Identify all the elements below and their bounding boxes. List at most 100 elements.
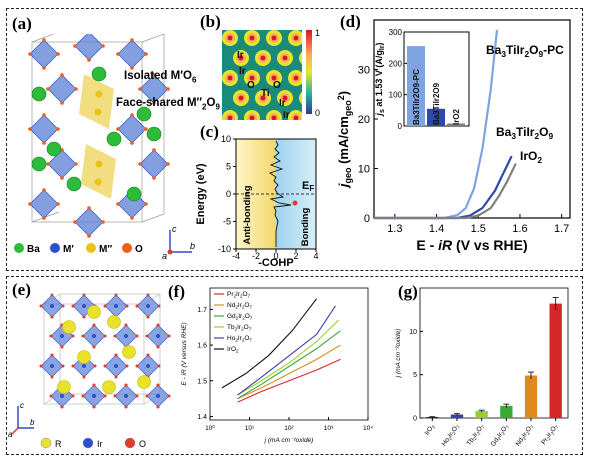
inset-ytick-label: 0 (398, 122, 403, 131)
cohp-ytick-label: -10 (218, 244, 231, 254)
axis-e-a: a (8, 430, 13, 438)
oxygen-atom (56, 202, 60, 206)
oxygen-atom (71, 334, 75, 338)
isolated-label: Isolated M′O6 (124, 70, 197, 85)
legend-a-label: M′ (63, 244, 74, 255)
oxygen-atom (130, 141, 134, 145)
bar-g (450, 414, 464, 418)
r-atom (102, 380, 116, 394)
oxygen-atom (113, 334, 117, 338)
oxygen-atom (116, 127, 120, 131)
oxygen-atom (60, 405, 64, 409)
chart-g: 0 5 10 j (mA cm⁻²oxide) IrO2 Ho2Ir2O7Tb2Ir2O7… (395, 287, 569, 448)
legend-a-swatch (86, 243, 96, 253)
inset-bar-label: Ba3TiIr2O9 (432, 82, 441, 125)
inset-bar-label: Ba3TiIr2O9-PC (412, 69, 421, 125)
series-line-f (237, 358, 341, 403)
ba-atom (136, 106, 152, 122)
ir-atom (50, 364, 54, 368)
oxygen-atom (28, 127, 32, 131)
oxygen-atom (82, 293, 86, 297)
r-atom (62, 320, 76, 334)
oxygen-atom (74, 87, 78, 91)
oxygen-atom (42, 38, 46, 42)
oxygen-atom (74, 162, 78, 166)
cohp-xtick-label: 0 (273, 251, 278, 261)
legend-f-label: Gd2Ir2O7 (227, 313, 253, 321)
oxygen-atom (152, 176, 156, 180)
oxygen-atom (135, 364, 139, 368)
oxygen-atom (103, 334, 107, 338)
oxygen-atom (103, 364, 107, 368)
ytick-label-f: 1.7 (197, 307, 207, 314)
oxygen-atom (61, 304, 65, 308)
atom-label: Ir (239, 66, 246, 77)
ba-atom (66, 176, 82, 192)
ir-atom (146, 364, 150, 368)
oxygen-atom (138, 162, 142, 166)
ytick-label-g: 5 (413, 372, 417, 379)
atom-label: Ir (283, 110, 290, 120)
legend-f-label: Nd2Ir2O7 (227, 302, 252, 310)
axis-e-b: b (30, 418, 35, 427)
ir-atom (156, 334, 160, 338)
ba-atom (146, 126, 162, 142)
density-core (282, 55, 288, 61)
oxygen-atom (152, 148, 156, 152)
series-line-f (237, 344, 341, 400)
mo6-octahedron (74, 34, 104, 61)
oxygen-atom (157, 364, 161, 368)
series-line-d (374, 163, 517, 220)
xtick-label-d: 1.6 (512, 223, 527, 235)
oxygen-atom (87, 234, 91, 238)
series-line-f (221, 298, 318, 389)
xtick-label-f: 10¹ (245, 425, 255, 432)
bar-g (524, 375, 538, 418)
oxygen-atom (81, 394, 85, 398)
oxygen-atom (60, 176, 64, 180)
oxygen-atom (46, 87, 50, 91)
oxygen-atom (56, 127, 60, 131)
oxygen-atom (103, 394, 107, 398)
xtick-label-d: 1.7 (554, 223, 569, 235)
series-line-f (237, 305, 336, 396)
density-core (293, 115, 299, 120)
oxygen-atom (73, 220, 77, 224)
cohp-ytick-label: 0 (226, 189, 231, 199)
oxygen-atom (146, 315, 150, 319)
oxygen-atom (125, 364, 129, 368)
oxygen-atom (130, 216, 134, 220)
legend-e-label: O (139, 439, 146, 449)
xtick-label-g: Pr2Ir2O7 (540, 423, 560, 447)
oxygen-atom (167, 334, 171, 338)
ir-atom (146, 304, 150, 308)
oxygen-atom (61, 364, 65, 368)
inset-bar (447, 123, 465, 126)
density-core (238, 55, 244, 61)
panel-label-f: (f) (168, 282, 185, 301)
ir-atom (82, 304, 86, 308)
oxygen-atom (42, 216, 46, 220)
xtick-label-g: Nd2Ir2O7 (515, 423, 536, 448)
ytick-label-f: 1.6 (197, 343, 207, 350)
ba-atom (31, 86, 47, 102)
series-line-f (237, 319, 339, 396)
oxygen-atom (93, 364, 97, 368)
mo6-octahedron (29, 39, 59, 69)
colorbar-min: 0 (315, 108, 320, 118)
crystal-structure-e (39, 293, 171, 409)
oxygen-atom (42, 113, 46, 117)
ir-atom (124, 334, 128, 338)
oxygen-atom (157, 304, 161, 308)
inset-ylabel: js at 1.53 V (A/gIr) (374, 42, 386, 116)
oxygen-atom (144, 52, 148, 56)
inset-ytick-label: 300 (389, 28, 403, 37)
ir-atom (114, 304, 118, 308)
density-core (227, 115, 233, 120)
panel-label-g: (g) (398, 282, 418, 301)
r-atom (107, 315, 121, 329)
xlabel-d: E - iR (V vs RHE) (416, 237, 527, 253)
legend-a-label: O (135, 244, 143, 255)
ylabel-g: j (mA cm⁻²oxide) (395, 329, 402, 379)
fermi-label: EF (302, 180, 314, 193)
